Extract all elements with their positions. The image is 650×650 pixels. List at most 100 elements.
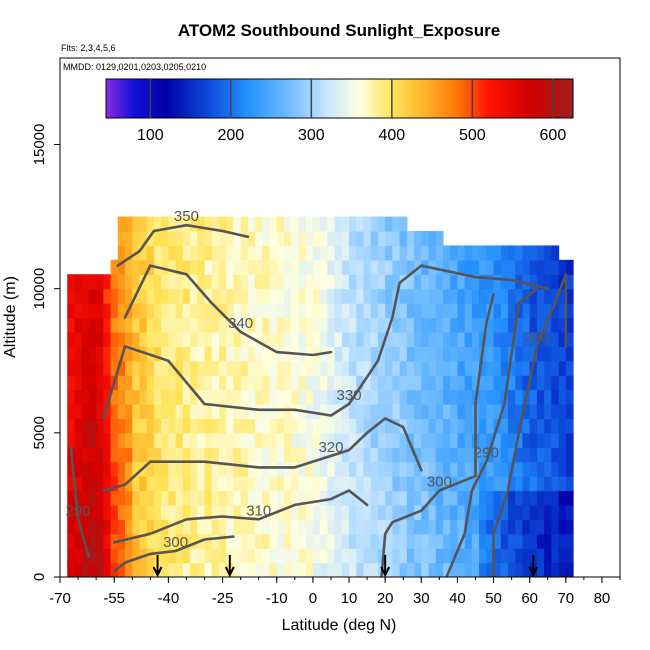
heatmap-cell — [197, 346, 206, 362]
heatmap-cell — [168, 375, 177, 391]
heatmap-cell — [320, 548, 328, 564]
heatmap-cell — [226, 490, 235, 506]
heatmap-cell — [262, 533, 271, 549]
heatmap-cell — [500, 245, 509, 261]
heatmap-cell — [406, 389, 415, 405]
heatmap-cell — [153, 216, 162, 232]
heatmap-cell — [435, 231, 444, 247]
heatmap-cell — [103, 562, 112, 577]
heatmap-cell — [370, 562, 379, 577]
heatmap-cell — [67, 288, 76, 304]
heatmap-cell — [161, 476, 169, 492]
heatmap-cell — [175, 548, 184, 564]
heatmap-cell — [284, 404, 292, 420]
heatmap-cell — [161, 331, 169, 347]
heatmap-cell — [204, 476, 213, 492]
heatmap-cell — [139, 562, 148, 577]
heatmap-cell — [298, 476, 307, 492]
heatmap-cell — [414, 548, 422, 564]
heatmap-cell — [81, 346, 90, 362]
heatmap-cell — [255, 504, 263, 520]
heatmap-cell — [125, 375, 133, 391]
heatmap-cell — [226, 447, 235, 463]
heatmap-cell — [233, 389, 242, 405]
heatmap-cell — [327, 303, 336, 319]
heatmap-cell — [125, 346, 133, 362]
heatmap-cell — [356, 317, 365, 333]
heatmap-cell — [508, 259, 516, 275]
heatmap-cell — [197, 548, 206, 564]
x-tick-label: 30 — [413, 590, 430, 607]
heatmap-cell — [190, 346, 198, 362]
heatmap-cell — [522, 360, 531, 376]
heatmap-cell — [218, 562, 227, 577]
heatmap-cell — [103, 331, 112, 347]
heatmap-cell — [312, 216, 321, 232]
heatmap-cell — [190, 331, 198, 347]
heatmap-cell — [500, 331, 509, 347]
heatmap-cell — [320, 360, 328, 376]
heatmap-cell — [464, 476, 473, 492]
heatmap-cell — [81, 447, 90, 463]
heatmap-cell — [226, 519, 235, 535]
heatmap-cell — [349, 504, 357, 520]
heatmap-cell — [457, 360, 466, 376]
heatmap-cell — [349, 303, 357, 319]
heatmap-cell — [399, 389, 408, 405]
heatmap-cell — [370, 216, 379, 232]
heatmap-cell — [103, 360, 112, 376]
heatmap-cell — [493, 490, 502, 506]
heatmap-cell — [103, 504, 112, 520]
heatmap-cell — [486, 317, 495, 333]
heatmap-cell — [515, 331, 524, 347]
heatmap-cell — [110, 490, 119, 506]
contour-line-330 — [102, 264, 550, 420]
heatmap-cell — [117, 432, 126, 448]
heatmap-cell — [226, 461, 235, 477]
heatmap-cell — [522, 274, 531, 290]
heatmap-cell — [247, 548, 256, 564]
heatmap-cell — [67, 490, 76, 506]
heatmap-cell — [146, 519, 155, 535]
heatmap-cell — [182, 461, 191, 477]
heatmap-cell — [305, 274, 314, 290]
heatmap-cell — [81, 288, 90, 304]
heatmap-cell — [363, 533, 372, 549]
heatmap-cell — [435, 533, 444, 549]
heatmap-cell — [334, 274, 343, 290]
heatmap-cell — [240, 432, 249, 448]
heatmap-cell — [168, 245, 177, 261]
heatmap-cell — [363, 519, 372, 535]
heatmap-cell — [190, 231, 198, 247]
heatmap-cell — [190, 490, 198, 506]
heatmap-cell — [146, 461, 155, 477]
heatmap-cell — [529, 432, 538, 448]
heatmap-cell — [493, 504, 502, 520]
heatmap-cell — [356, 231, 365, 247]
heatmap-cell — [240, 231, 249, 247]
heatmap-cell — [247, 288, 256, 304]
heatmap-cell — [450, 533, 459, 549]
heatmap-cell — [377, 303, 386, 319]
heatmap-cell — [146, 562, 155, 577]
contour-line-340 — [123, 264, 333, 357]
heatmap-cell — [370, 533, 379, 549]
heatmap-cell — [508, 447, 516, 463]
heatmap-cell — [240, 461, 249, 477]
heatmap-cell — [349, 231, 357, 247]
heatmap-cell — [486, 274, 495, 290]
heatmap-cell — [269, 533, 278, 549]
heatmap-cell — [515, 317, 524, 333]
heatmap-cell — [327, 331, 336, 347]
contour-line-300 — [380, 293, 495, 577]
heatmap-cell — [421, 476, 430, 492]
heatmap-cell — [291, 461, 300, 477]
heatmap-cell — [450, 360, 459, 376]
heatmap-cell — [132, 490, 141, 506]
heatmap-cell — [103, 346, 112, 362]
heatmap-cell — [356, 259, 365, 275]
heatmap-cell — [88, 490, 97, 506]
heatmap-cell — [377, 245, 386, 261]
heatmap-cell — [457, 461, 466, 477]
heatmap-cell — [327, 504, 336, 520]
